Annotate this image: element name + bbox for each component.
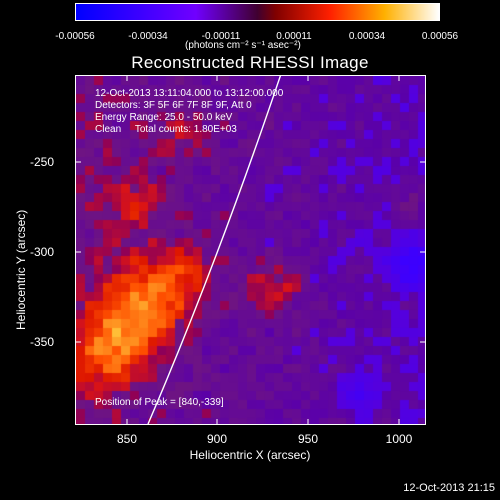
colorbar-tick: -0.00011 [201,31,241,42]
y-axis-label: Heliocentric Y (arcsec) [14,209,28,330]
info-peak-position: Position of Peak = [840,-339] [95,397,224,408]
info-time-range: 12-Oct-2013 13:11:04.000 to 13:12:00.000 [95,88,284,99]
y-tick-label: -350 [30,335,55,349]
x-tick-label: 850 [116,432,138,446]
x-axis-label: Heliocentric X (arcsec) [189,448,311,462]
x-tick-label: 950 [297,432,319,446]
info-detectors: Detectors: 3F 5F 6F 7F 8F 9F, Att 0 [95,100,252,111]
solar-limb-line [147,76,282,424]
colorbar [75,3,440,21]
x-tick-label: 900 [206,432,228,446]
rhessi-image [76,76,425,424]
info-energy: Energy Range: 25.0 - 50.0 keV [95,112,233,123]
y-tick-label: -250 [30,155,55,169]
y-tick-label: -300 [30,245,55,259]
colorbar-tick: 0.00056 [421,31,459,42]
colorbar-tick: 0.00011 [276,31,312,42]
colorbar-units: (photons cm⁻² s⁻¹ asec⁻²) [185,40,301,51]
colorbar-tick: 0.00034 [348,31,386,42]
x-tick-label: 1000 [385,432,413,446]
footer-date: 12-Oct-2013 21:15 [403,482,495,494]
rhessi-image-plot: 12-Oct-2013 13:11:04.000 to 13:12:00.000… [75,75,426,425]
info-clean: Clean Total counts: 1.80E+03 [95,124,237,135]
colorbar-tick: -0.00056 [55,31,95,42]
page-title: Reconstructed RHESSI Image [131,53,369,72]
colorbar-tick: -0.00034 [128,31,168,42]
